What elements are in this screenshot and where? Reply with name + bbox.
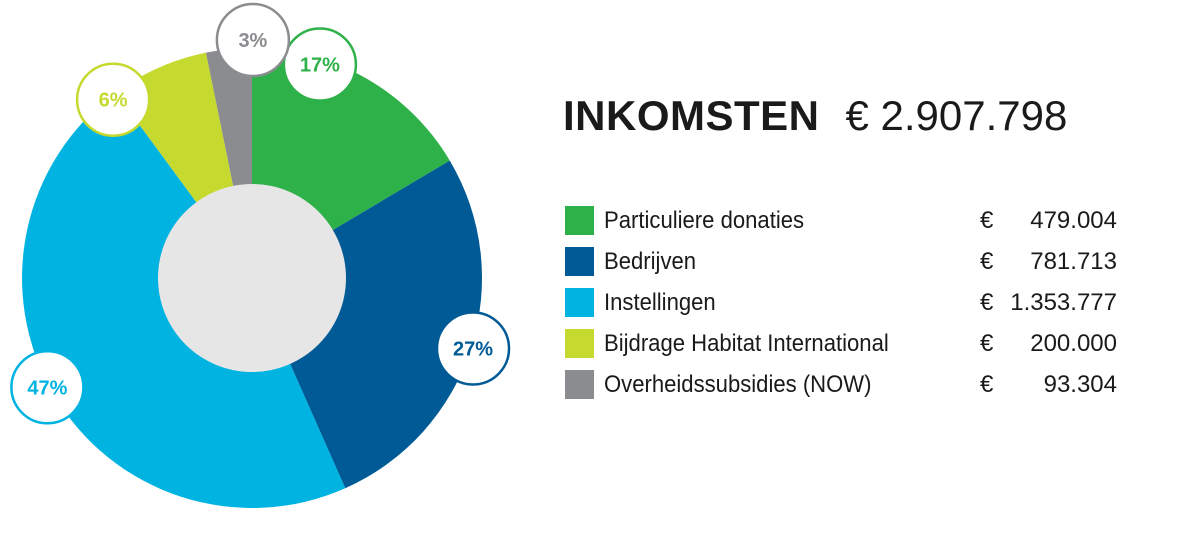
heading-title: INKOMSTEN [563, 92, 820, 139]
legend-currency: € [980, 370, 994, 398]
slice-2 [252, 160, 482, 489]
legend-amount: 479.004 [1030, 206, 1117, 234]
percent-label-2: 27% [435, 311, 511, 386]
legend-swatch [565, 206, 594, 235]
heading-total: € 2.907.798 [845, 92, 1068, 139]
legend-swatch [565, 247, 594, 276]
legend-swatch [565, 370, 594, 399]
percent-text: 17% [300, 55, 340, 77]
percent-text: 27% [453, 339, 493, 361]
legend-amount: 781.713 [1030, 247, 1117, 275]
legend-label: Overheidssubsidies (NOW) [604, 370, 872, 398]
legend-label: Bedrijven [604, 247, 697, 275]
legend-label: Bijdrage Habitat International [604, 329, 889, 357]
percent-labels: 17% 27% 47% 6% 3% [10, 2, 511, 425]
legend-swatch [565, 288, 594, 317]
percent-label-5: 3% [215, 2, 291, 78]
percent-bubble [10, 350, 85, 425]
legend-row: Instellingen €1.353.777 [565, 282, 1125, 323]
percent-text: 6% [99, 90, 128, 112]
legend-label: Particuliere donaties [604, 206, 805, 234]
legend-label: Instellingen [604, 288, 716, 316]
legend-currency: € [980, 247, 994, 275]
percent-label-3: 47% [10, 350, 85, 425]
percent-text: 47% [27, 377, 67, 399]
legend-swatch [565, 329, 594, 358]
percent-bubble [435, 311, 511, 386]
legend-currency: € [980, 206, 994, 234]
legend-currency: € [980, 288, 994, 316]
percent-label-1: 17% [282, 27, 358, 102]
legend-amount: 93.304 [1043, 370, 1117, 398]
legend-row: Bedrijven €781.713 [565, 241, 1125, 282]
legend-row: Bijdrage Habitat International €200.000 [565, 323, 1125, 364]
legend-row: Particuliere donaties €479.004 [565, 200, 1125, 241]
percent-bubble [282, 27, 358, 102]
legend: Particuliere donaties €479.004 Bedrijven €7… [565, 200, 1125, 405]
income-heading: INKOMSTEN € 2.907.798 [563, 92, 1067, 140]
donut-center [158, 184, 346, 372]
percent-text: 3% [238, 30, 267, 52]
legend-amount: 200.000 [1030, 329, 1117, 357]
percent-bubble [75, 62, 151, 137]
legend-row: Overheidssubsidies (NOW) €93.304 [565, 364, 1125, 405]
percent-bubble [215, 2, 291, 78]
percent-label-4: 6% [75, 62, 151, 137]
legend-amount: 1.353.777 [1010, 288, 1117, 316]
donut-chart: 17% 27% 47% 6% 3% [10, 2, 511, 508]
legend-currency: € [980, 329, 994, 357]
